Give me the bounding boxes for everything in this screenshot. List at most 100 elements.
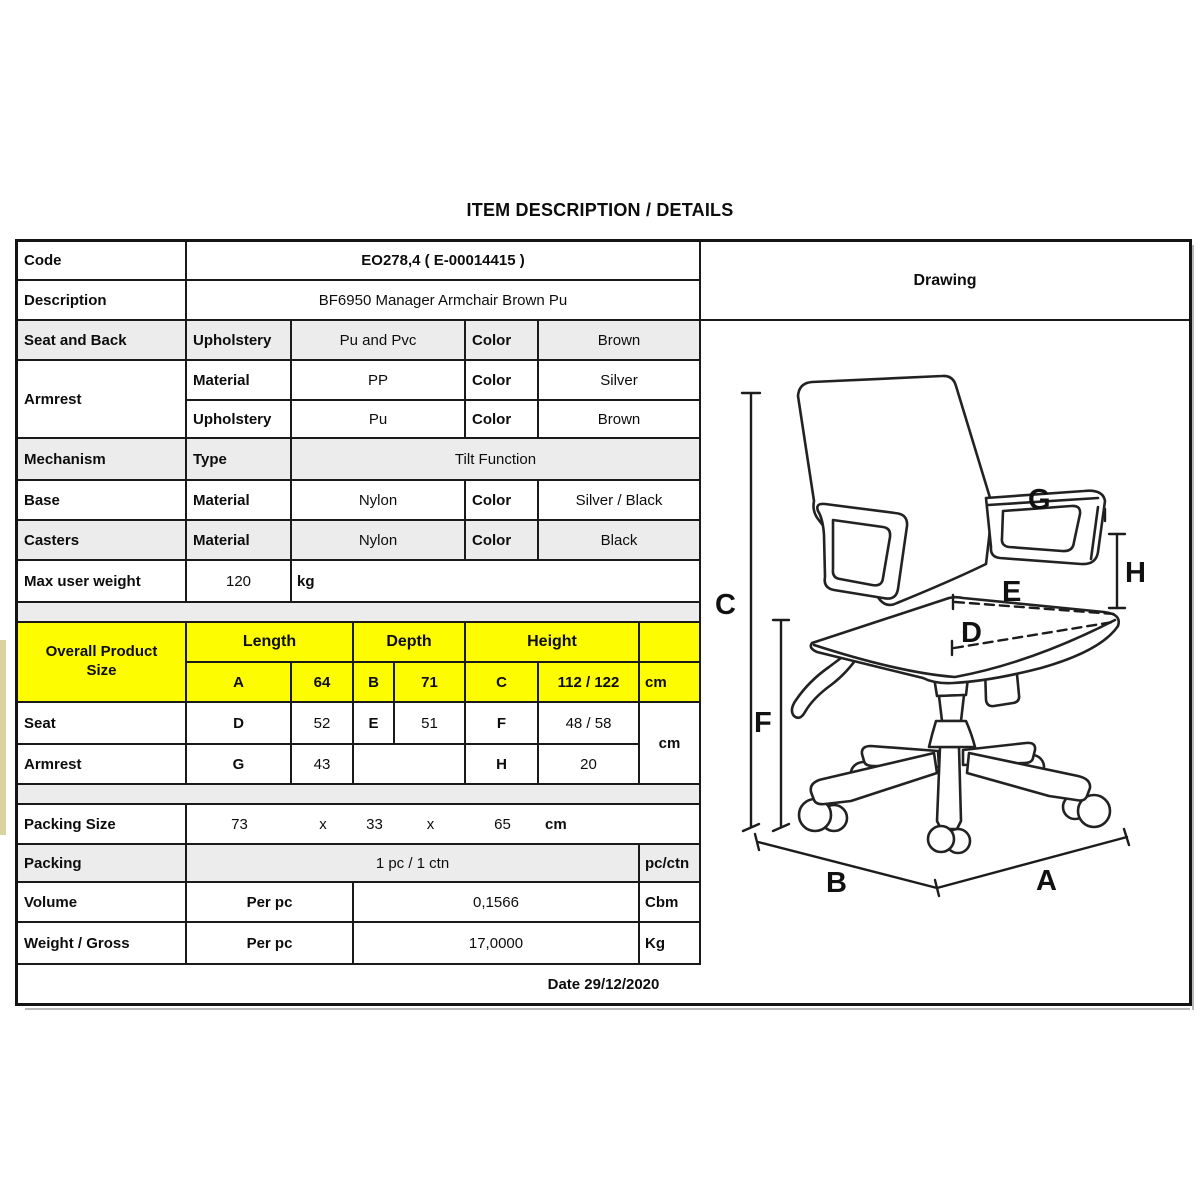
chair-base-arm-front <box>935 745 963 831</box>
drawing-header: Drawing <box>701 242 1189 321</box>
description-value: BF6950 Manager Armchair Brown Pu <box>187 281 701 321</box>
dim-dash-e <box>953 600 1116 616</box>
base-value1: Nylon <box>292 481 466 521</box>
armrest-r1-value1: PP <box>292 361 466 401</box>
packing-x2: x <box>426 815 435 833</box>
armrest-r2-key2: Color <box>466 401 539 439</box>
mechanism-label: Mechanism <box>18 439 187 481</box>
packing-size-values: 73 x 33 x 65 cm <box>187 805 701 845</box>
casters-value2: Black <box>539 521 701 561</box>
dim-label-b: B <box>826 867 847 899</box>
armrest-r1-key2: Color <box>466 361 539 401</box>
overall-size-label: Overall Product Size <box>18 623 187 703</box>
max-weight-unit: kg <box>292 561 701 603</box>
seat-back-value1: Pu and Pvc <box>292 321 466 361</box>
mechanism-key: Type <box>187 439 292 481</box>
packing-size-label: Packing Size <box>18 805 187 845</box>
dim-label-e: E <box>1002 576 1021 608</box>
packing-label: Packing <box>18 845 187 883</box>
col-height-header: Height <box>466 623 640 663</box>
armrest-r2-value1: Pu <box>292 401 466 439</box>
seat-e-value: 51 <box>395 703 466 745</box>
seat-size-label: Seat <box>18 703 187 745</box>
packing-height: 65 <box>494 815 511 833</box>
code-label: Code <box>18 242 187 281</box>
seat-d-key: D <box>187 703 292 745</box>
seat-d-value: 52 <box>292 703 354 745</box>
chair-technical-drawing: C F B A G H E D <box>715 374 1146 899</box>
volume-label: Volume <box>18 883 187 923</box>
weight-value: 17,0000 <box>354 923 640 965</box>
overall-c-value: 112 / 122 <box>539 663 640 703</box>
packing-size-inner: 73 x 33 x 65 cm <box>187 805 699 843</box>
drawing-area: C F B A G H E D <box>701 321 1189 965</box>
code-value: EO278,4 ( E-00014415 ) <box>187 242 701 281</box>
scan-smudge-artifact <box>0 640 6 835</box>
description-label: Description <box>18 281 187 321</box>
dim-dash-d <box>952 620 1115 650</box>
chair-base-arm-left <box>809 751 939 806</box>
dim-label-f: F <box>754 707 772 739</box>
overall-b-key: B <box>354 663 395 703</box>
seat-back-key2: Color <box>466 321 539 361</box>
overall-a-key: A <box>187 663 292 703</box>
max-weight-label: Max user weight <box>18 561 187 603</box>
overall-a-value: 64 <box>292 663 354 703</box>
casters-label: Casters <box>18 521 187 561</box>
armrest-label: Armrest <box>18 361 187 439</box>
base-value2: Silver / Black <box>539 481 701 521</box>
weight-label: Weight / Gross <box>18 923 187 965</box>
packing-size-unit: cm <box>545 815 567 833</box>
overall-size-line2: Size <box>86 662 117 679</box>
volume-value: 0,1566 <box>354 883 640 923</box>
overall-c-key: C <box>466 663 539 703</box>
overall-b-value: 71 <box>395 663 466 703</box>
armrest-size-label: Armrest <box>18 745 187 785</box>
chair-seat <box>809 595 1120 685</box>
base-key1: Material <box>187 481 292 521</box>
dim-label-c: C <box>715 589 736 621</box>
scan-shadow-right <box>1192 245 1194 1010</box>
volume-per: Per pc <box>187 883 354 923</box>
date-row: Date 29/12/2020 <box>18 965 1189 1003</box>
seat-back-value2: Brown <box>539 321 701 361</box>
dim-line-b <box>756 840 939 890</box>
volume-unit: Cbm <box>640 883 701 923</box>
seat-f-value: 48 / 58 <box>539 703 640 745</box>
dim-label-a: A <box>1036 865 1057 897</box>
seat-e-key: E <box>354 703 395 745</box>
packing-depth: 33 <box>366 815 383 833</box>
dim-line-a <box>935 835 1129 890</box>
weight-per: Per pc <box>187 923 354 965</box>
armrest-depth-empty <box>354 745 466 785</box>
size-unit-merged: cm <box>640 703 701 785</box>
col-length-header: Length <box>187 623 354 663</box>
packing-unit: pc/ctn <box>640 845 701 883</box>
dim-label-h: H <box>1125 557 1146 589</box>
separator-band <box>18 603 701 623</box>
base-key2: Color <box>466 481 539 521</box>
chair-base-arm-right <box>965 751 1092 802</box>
casters-key1: Material <box>187 521 292 561</box>
seat-back-label: Seat and Back <box>18 321 187 361</box>
overall-unit: cm <box>640 663 701 703</box>
casters-key2: Color <box>466 521 539 561</box>
max-weight-value: 120 <box>187 561 292 603</box>
col-depth-header: Depth <box>354 623 466 663</box>
armrest-r1-value2: Silver <box>539 361 701 401</box>
packing-value: 1 pc / 1 ctn <box>187 845 640 883</box>
armrest-r2-value2: Brown <box>539 401 701 439</box>
scan-shadow-bottom <box>25 1008 1190 1010</box>
spec-grid: Code EO278,4 ( E-00014415 ) Description … <box>18 242 701 965</box>
armrest-g-value: 43 <box>292 745 354 785</box>
overall-size-line1: Overall Product <box>45 643 158 661</box>
seat-f-key: F <box>466 703 539 745</box>
base-label: Base <box>18 481 187 521</box>
armrest-g-key: G <box>187 745 292 785</box>
armrest-r1-key1: Material <box>187 361 292 401</box>
armrest-r2-key1: Upholstery <box>187 401 292 439</box>
mechanism-value: Tilt Function <box>292 439 701 481</box>
packing-x1: x <box>319 815 327 833</box>
dim-label-g: G <box>1028 484 1051 516</box>
